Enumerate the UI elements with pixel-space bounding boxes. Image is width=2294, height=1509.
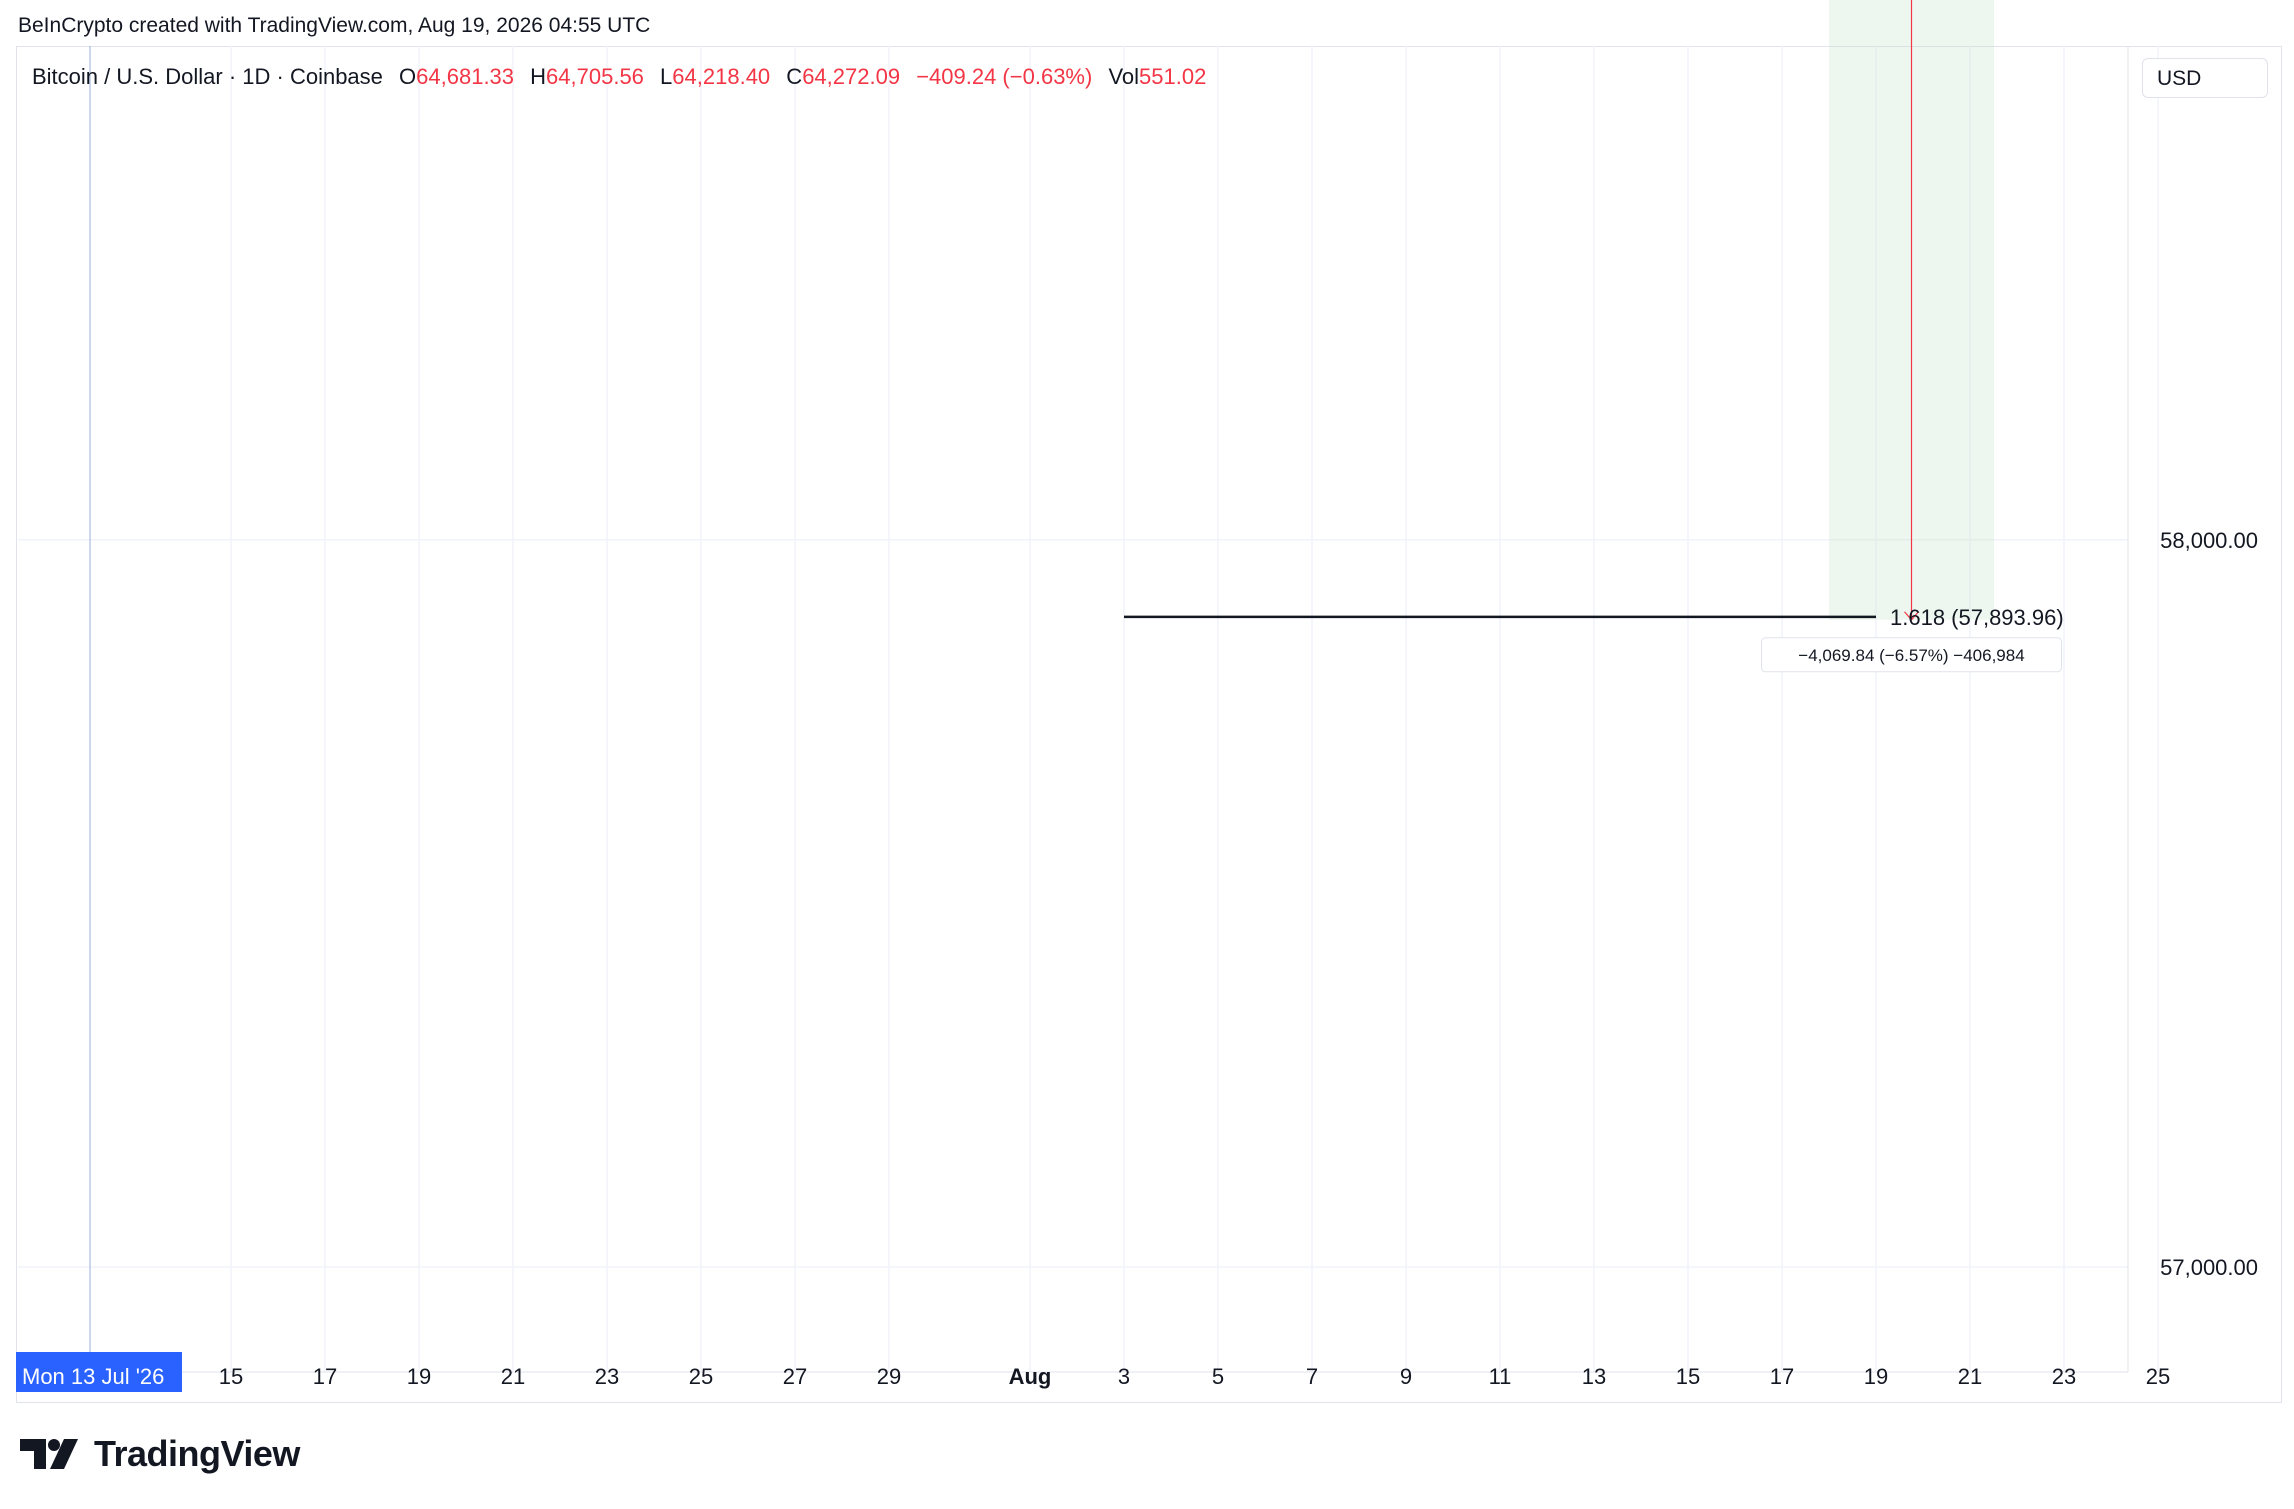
axes: 57,000.0058,000.0059,000.0060,000.0061,0…	[16, 46, 2258, 1392]
measure-label: −4,069.84 (−6.57%) −406,984	[1798, 646, 2024, 665]
footer: TradingView	[20, 1432, 300, 1476]
time-tick-label: 25	[689, 1364, 713, 1389]
time-tick-label: 11	[1489, 1364, 1512, 1389]
time-tick-label: 23	[2052, 1364, 2076, 1389]
time-tick-label: 19	[407, 1364, 431, 1389]
fib-level-label: 1.618 (57,893.96)	[1890, 605, 2064, 630]
time-tick-label: 23	[595, 1364, 619, 1389]
measure-label-box	[1761, 637, 2062, 673]
symbol-legend: Bitcoin / U.S. Dollar · 1D · Coinbase O6…	[32, 64, 1206, 90]
time-tick-label: 15	[1676, 1364, 1700, 1389]
fibonacci-levels: 0 (65,419.41)0.236 (64,321.75)0.382 (63,…	[1124, 605, 2064, 630]
close-label: C	[786, 64, 803, 89]
time-tick-label: 27	[783, 1364, 807, 1389]
high-value: 64,705.56	[546, 64, 644, 89]
tradingview-logo-icon	[20, 1439, 78, 1469]
time-tick-label: 21	[501, 1364, 525, 1389]
time-tick-label: 5	[1212, 1364, 1224, 1389]
price-tick-label: 57,000.00	[2160, 1255, 2258, 1280]
time-tick-label: 7	[1306, 1364, 1318, 1389]
close-value: 64,272.09	[802, 64, 901, 89]
measure-arrow-head	[1904, 611, 1919, 621]
tradingview-brand: TradingView	[94, 1433, 300, 1474]
chart-area[interactable]	[16, 46, 2282, 1403]
open-value: 64,681.33	[416, 64, 515, 89]
volume-label: Vol	[1108, 64, 1140, 89]
crosshair-date-label: Mon 13 Jul '26	[22, 1364, 164, 1389]
time-tick-label: 29	[877, 1364, 901, 1389]
low-value: 64,218.40	[672, 64, 771, 89]
high-label: H	[530, 64, 547, 89]
time-tick-label: 25	[2146, 1364, 2170, 1389]
price-tick-label: 58,000.00	[2160, 528, 2258, 553]
time-tick-label: Aug	[1009, 1364, 1052, 1389]
time-tick-label: 15	[219, 1364, 243, 1389]
open-label: O	[399, 64, 417, 89]
time-tick-label: 21	[1958, 1364, 1982, 1389]
grid	[18, 46, 2159, 1372]
low-label: L	[660, 64, 673, 89]
time-tick-label: 19	[1864, 1364, 1888, 1389]
time-tick-label: 17	[1770, 1364, 1794, 1389]
change-value: −409.24 (−0.63%)	[916, 64, 1093, 89]
measure-zones: −4,462.03 (−6.67%) −446,203−4,069.84 (−6…	[1761, 0, 2062, 673]
crosshair-date-tag	[16, 1352, 182, 1392]
time-tick-label: 13	[1582, 1364, 1606, 1389]
attribution-text: BeInCrypto created with TradingView.com,…	[18, 14, 651, 37]
volume-value: 551.02	[1139, 64, 1207, 89]
time-tick-label: 9	[1400, 1364, 1412, 1389]
time-tick-label: 17	[313, 1364, 337, 1389]
symbol-name: Bitcoin / U.S. Dollar · 1D · Coinbase	[32, 64, 383, 89]
currency-button[interactable]: USD	[2142, 58, 2268, 98]
time-tick-label: 3	[1118, 1364, 1130, 1389]
